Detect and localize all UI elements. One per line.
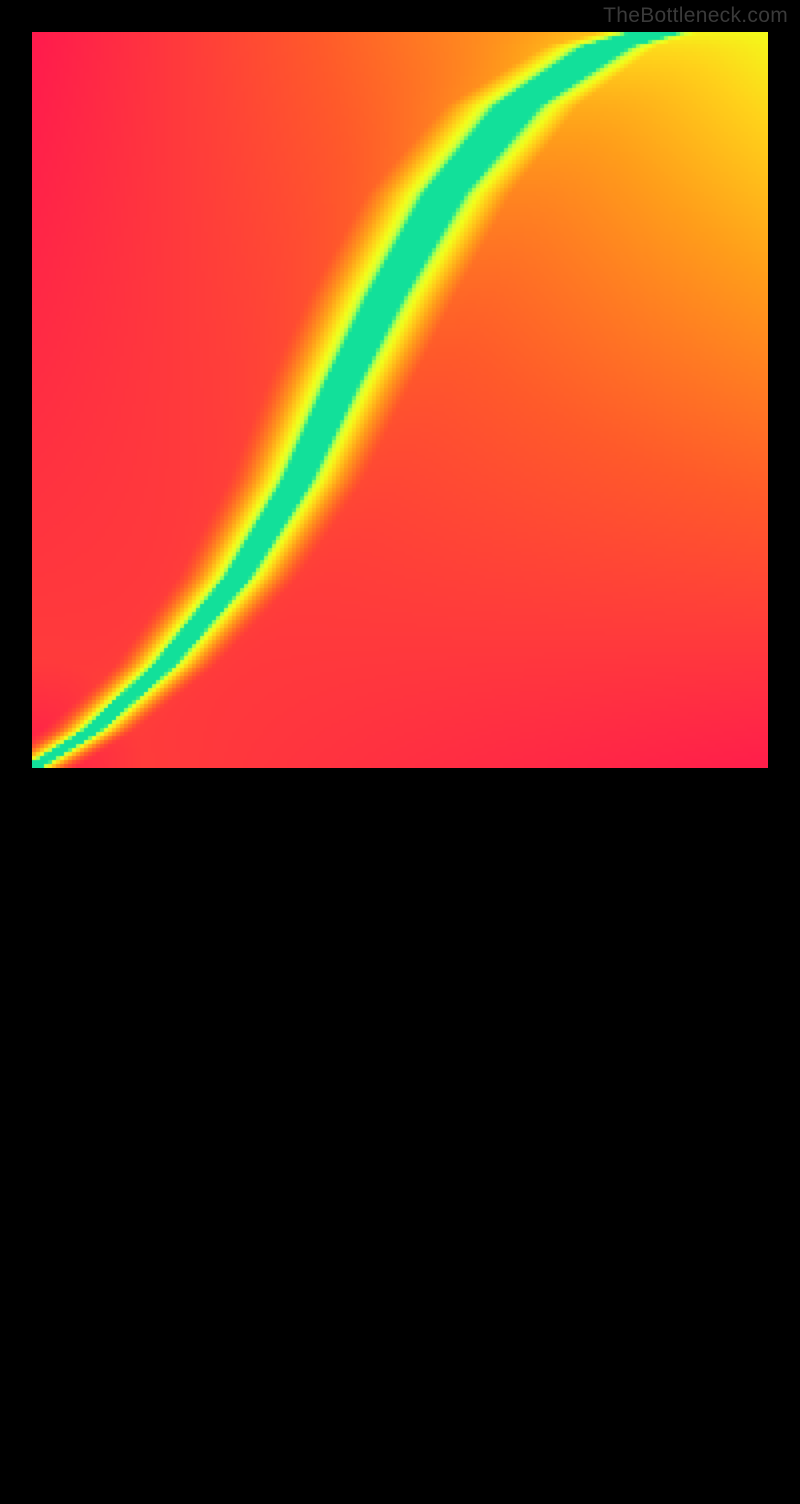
heatmap-plot: [32, 32, 768, 768]
crosshair-vertical-line: [406, 768, 407, 1504]
crosshair-marker-dot: [402, 1131, 410, 1139]
watermark-text: TheBottleneck.com: [603, 4, 788, 28]
crosshair-horizontal-line: [32, 1135, 768, 1136]
heatmap-canvas: [32, 32, 768, 768]
